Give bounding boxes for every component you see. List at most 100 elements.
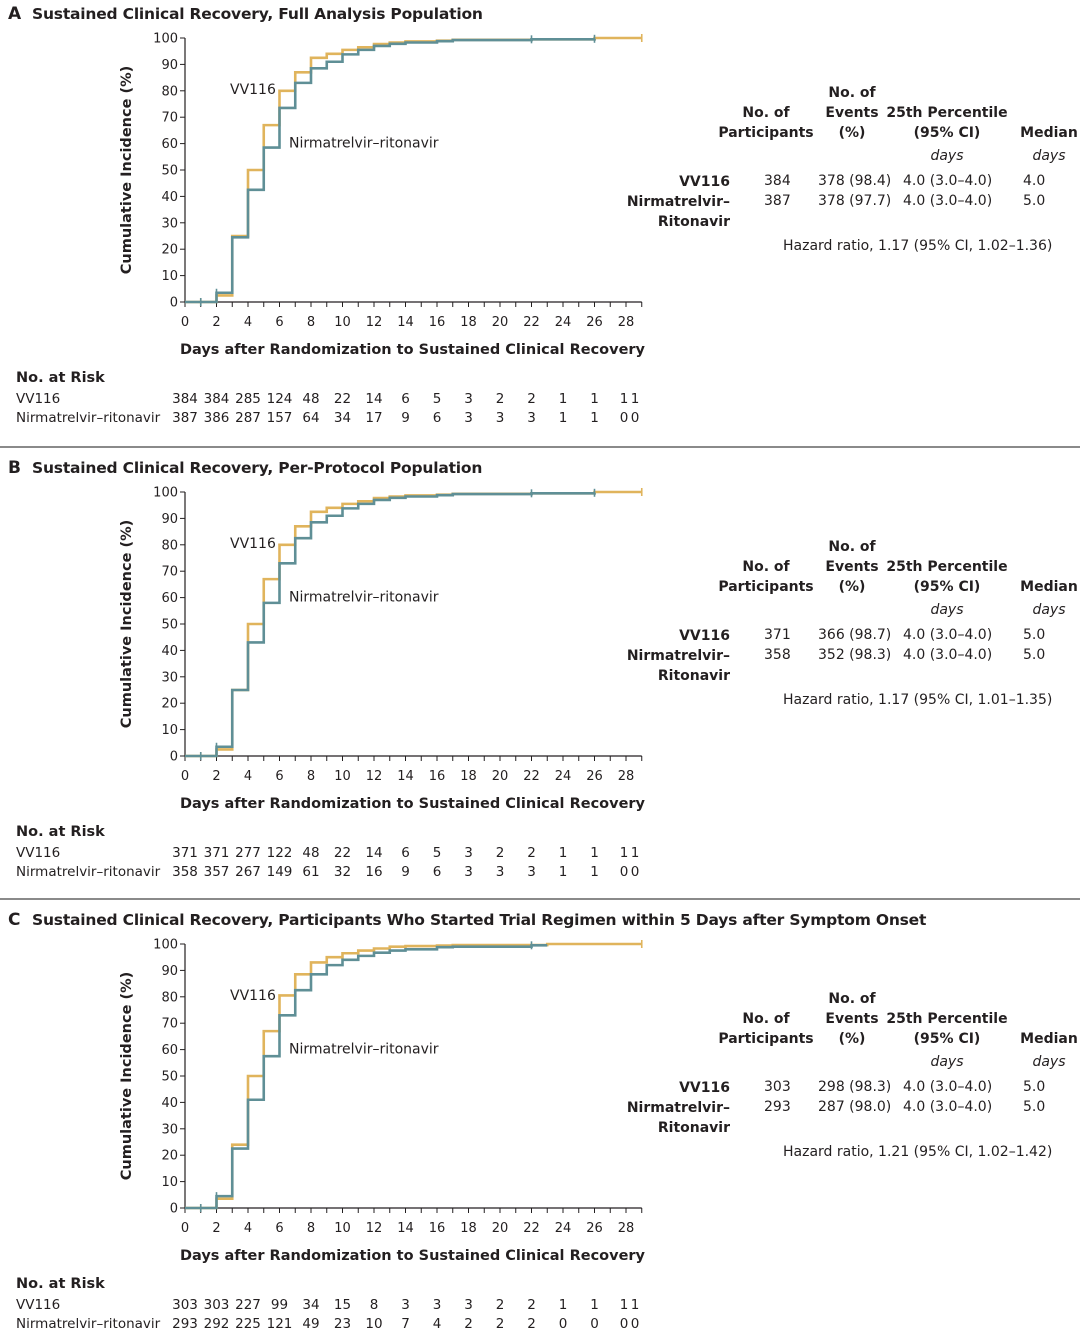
header-participants: No. of Participants (696, 557, 836, 597)
x-tick-label: 20 (492, 1221, 509, 1236)
summary-events: 378 (97.7) (818, 193, 892, 209)
summary-participants: 371 (764, 627, 791, 643)
risk-count: 293 (172, 1316, 198, 1332)
summary-row-name: VV116 (679, 1078, 730, 1098)
x-tick-label: 2 (212, 315, 220, 330)
risk-count: 6 (432, 864, 442, 880)
header-line: (95% CI) (913, 125, 981, 141)
x-tick-label: 8 (307, 1221, 315, 1236)
x-tick-label: 18 (460, 769, 477, 784)
risk-count: 3 (464, 1297, 473, 1313)
risk-count: 2 (527, 1316, 536, 1332)
hazard-ratio: Hazard ratio, 1.17 (95% CI, 1.02–1.36) (783, 238, 1053, 254)
risk-count: 3 (495, 410, 505, 426)
x-tick-label: 18 (460, 1221, 477, 1236)
summary-participants: 293 (764, 1099, 791, 1115)
x-tick-label: 2 (212, 1221, 220, 1236)
summary-median: 5.0 (1023, 1079, 1046, 1095)
risk-count: 0 (630, 410, 640, 426)
x-tick-label: 28 (618, 769, 635, 784)
row-name-line: Nirmatrelvir– (626, 1100, 730, 1116)
header-line: Events (825, 559, 879, 575)
risk-count: 357 (203, 864, 230, 880)
risk-count: 3 (527, 864, 536, 880)
risk-count: 3 (464, 391, 473, 407)
nirmatrelvir-curve (185, 944, 548, 1210)
risk-row: VV116 303 303 227 99 34 15 8 3 3 3 2 2 1 1 1 1 (16, 1297, 676, 1315)
risk-count: 64 (302, 410, 320, 426)
y-axis-title: Cumulative Incidence (%) (119, 520, 135, 728)
header-events: No. of Events (%) (782, 989, 922, 1049)
x-tick-label: 22 (523, 315, 540, 330)
y-tick-label: 80 (161, 538, 178, 553)
y-tick-label: 0 (170, 1202, 178, 1217)
risk-count: 287 (235, 410, 261, 426)
summary-median: 5.0 (1023, 1099, 1046, 1115)
risk-count: 0 (558, 1316, 568, 1332)
risk-count: 149 (266, 864, 293, 880)
x-tick-label: 14 (397, 1221, 414, 1236)
row-name-line: Ritonavir (657, 214, 730, 230)
x-tick-label: 0 (181, 315, 189, 330)
risk-count: 0 (619, 1316, 629, 1332)
header-line: Participants (718, 1031, 814, 1047)
risk-count: 1 (619, 391, 629, 407)
nirmatrelvir-curve (185, 38, 596, 304)
risk-count: 303 (203, 1297, 230, 1313)
panel-a: A Sustained Clinical Recovery, Full Analy… (0, 0, 1080, 446)
panel-letter: B (8, 458, 21, 478)
risk-count: 1 (558, 845, 568, 861)
panel-divider (0, 446, 1080, 448)
row-name-line: Ritonavir (657, 1120, 730, 1136)
risk-row: Nirmatrelvir–ritonavir 358 357 267 149 61 32 16… (16, 864, 676, 882)
x-tick-label: 24 (555, 769, 572, 784)
x-tick-label: 4 (244, 769, 252, 784)
header-line: No. of (828, 85, 876, 101)
risk-count: 6 (401, 845, 410, 861)
summary-events: 378 (98.4) (818, 173, 892, 189)
risk-count: 386 (203, 410, 230, 426)
header-line: No. of (828, 539, 876, 555)
y-tick-label: 100 (153, 938, 178, 953)
header-median: Median (979, 123, 1080, 143)
risk-count: 1 (590, 391, 599, 407)
y-tick-label: 40 (161, 190, 178, 205)
x-tick-label: 18 (460, 315, 477, 330)
header-line: 25th Percentile (886, 559, 1008, 575)
risk-row-name: Nirmatrelvir–ritonavir (16, 1316, 161, 1332)
risk-count: 34 (302, 1297, 320, 1313)
summary-percentile: 4.0 (3.0–4.0) (903, 647, 993, 663)
x-tick-label: 16 (429, 1221, 446, 1236)
risk-count: 99 (270, 1297, 289, 1313)
header-line: 25th Percentile (886, 105, 1008, 121)
y-tick-label: 50 (161, 1070, 178, 1085)
risk-count: 2 (527, 845, 536, 861)
vv116-curve-label: VV116 (230, 536, 276, 552)
vv116-curve (185, 36, 642, 304)
risk-count: 2 (527, 1297, 536, 1313)
row-name-line: Ritonavir (657, 668, 730, 684)
risk-count: 384 (203, 391, 230, 407)
summary-table: No. of Participants No. of Events (%) 25th Pe… (620, 534, 1080, 724)
header-line: Participants (718, 125, 814, 141)
risk-count: 1 (558, 391, 568, 407)
x-tick-label: 12 (366, 1221, 383, 1236)
risk-count: 358 (172, 864, 198, 880)
x-tick-label: 4 (244, 1221, 252, 1236)
y-tick-label: 10 (161, 269, 178, 284)
risk-count: 1 (558, 864, 568, 880)
nirmatrelvir-curve (185, 492, 596, 758)
panel-letter: A (8, 4, 21, 24)
risk-count: 8 (369, 1297, 379, 1313)
summary-percentile: 4.0 (3.0–4.0) (903, 1079, 993, 1095)
risk-count: 1 (590, 864, 599, 880)
risk-count: 1 (619, 845, 629, 861)
header-line: (%) (838, 579, 866, 595)
header-percentile: 25th Percentile (95% CI) (877, 557, 1017, 597)
risk-count: 4 (432, 1316, 442, 1332)
summary-median: 4.0 (1023, 173, 1046, 189)
hazard-ratio: Hazard ratio, 1.17 (95% CI, 1.01–1.35) (783, 692, 1053, 708)
summary-median: 5.0 (1023, 627, 1046, 643)
risk-count: 15 (333, 1297, 352, 1313)
summary-table: No. of Participants No. of Events (%) 25th Pe… (620, 80, 1080, 270)
